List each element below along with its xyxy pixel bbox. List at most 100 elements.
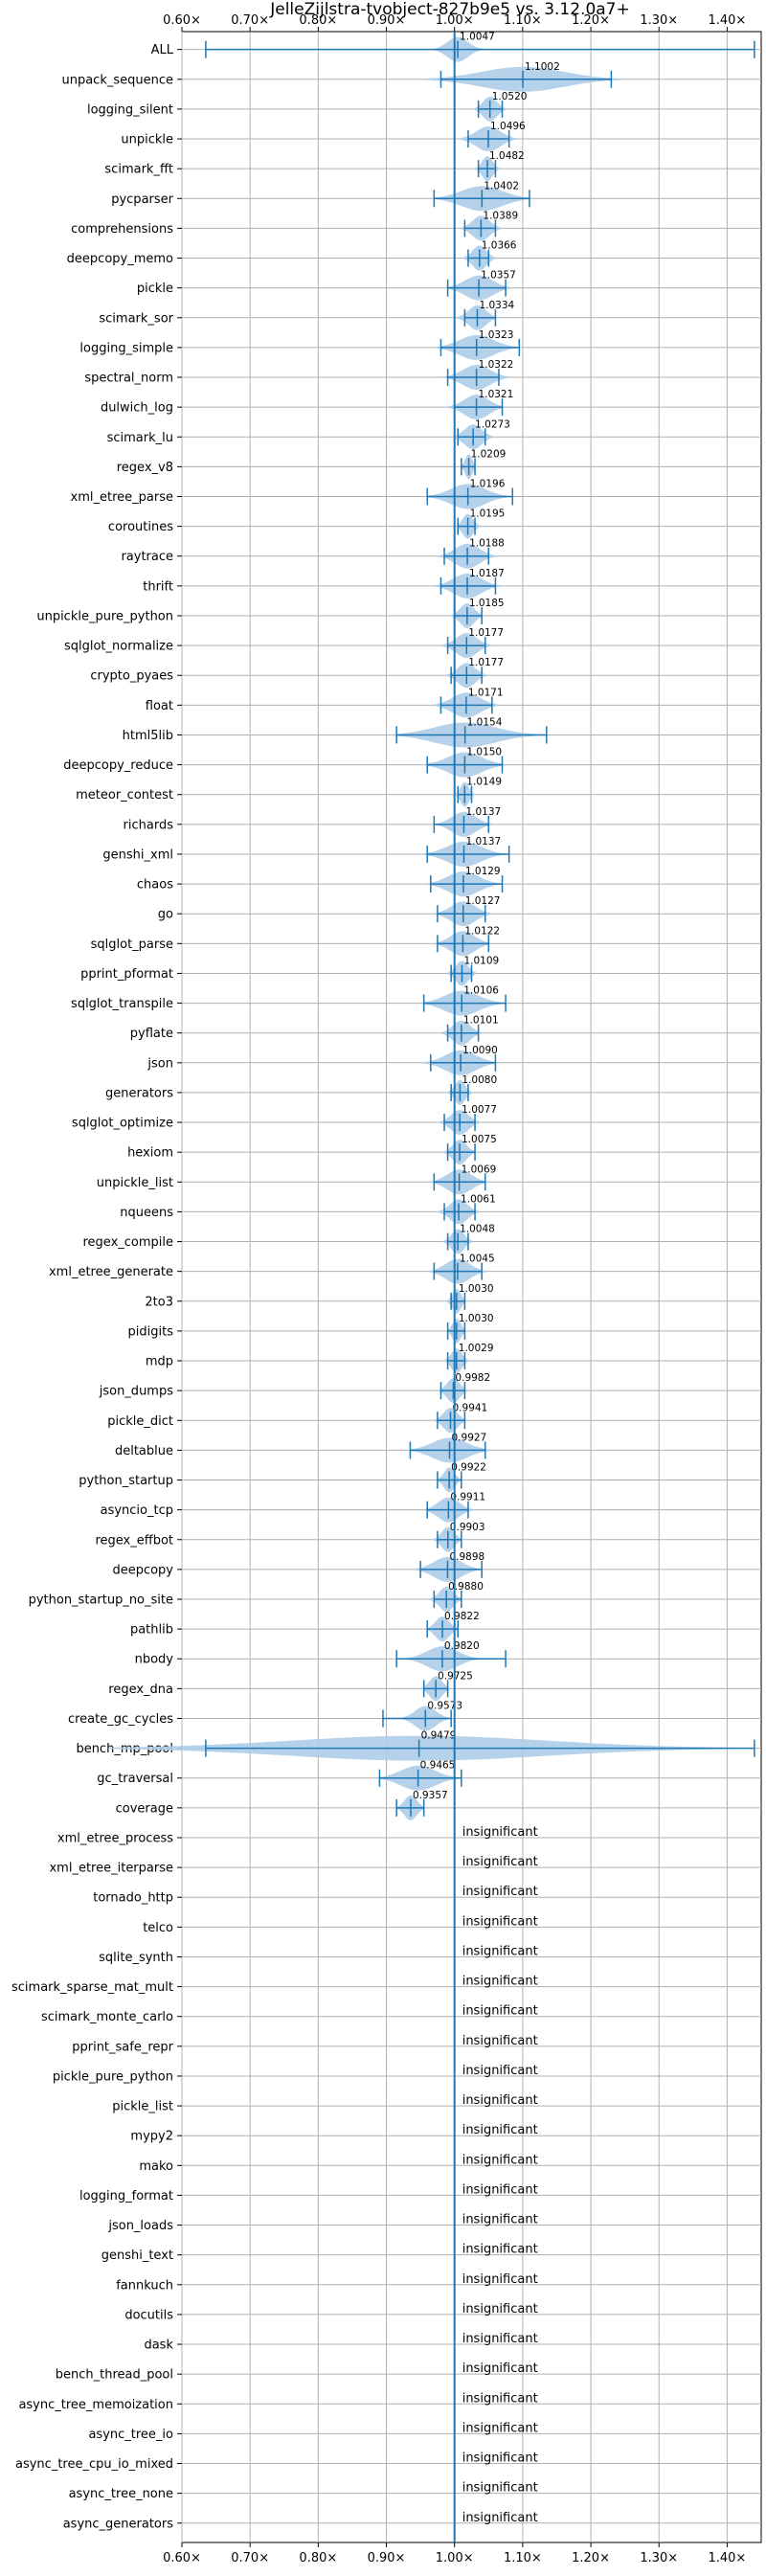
insignificant-label: insignificant: [462, 1914, 538, 1929]
median-value-label: 0.9880: [448, 1581, 484, 1593]
benchmark-label: pickle_list: [112, 2100, 173, 2114]
benchmark-label: deltablue: [115, 1444, 173, 1458]
median-value-label: 1.0366: [482, 240, 517, 252]
benchmark-label: scimark_sor: [99, 311, 173, 326]
insignificant-label: insignificant: [462, 2093, 538, 2108]
median-value-label: 1.0171: [468, 687, 504, 698]
insignificant-label: insignificant: [462, 2332, 538, 2346]
x-tick-label-top: 0.80×: [299, 13, 337, 28]
benchmark-label: xml_etree_process: [57, 1831, 173, 1845]
benchmark-label: bench_thread_pool: [56, 2368, 173, 2383]
insignificant-label: insignificant: [462, 1825, 538, 1840]
median-value-label: 1.0273: [475, 418, 510, 430]
benchmark-label: dulwich_log: [101, 401, 173, 416]
median-value-label: 1.0321: [479, 389, 514, 400]
benchmark-label: nqueens: [120, 1206, 173, 1220]
benchmark-label: float: [146, 699, 173, 713]
benchmark-label: unpickle: [121, 133, 173, 147]
insignificant-label: insignificant: [462, 2123, 538, 2137]
insignificant-label: insignificant: [462, 2153, 538, 2167]
insignificant-label: insignificant: [462, 2182, 538, 2197]
benchmark-label: xml_etree_iterparse: [49, 1862, 173, 1876]
benchmark-label: richards: [124, 818, 174, 832]
median-value-label: 1.0122: [464, 925, 500, 937]
x-tick-label-top: 1.10×: [504, 13, 542, 28]
x-tick-label-top: 1.40×: [708, 13, 746, 28]
benchmark-label: pickle_dict: [107, 1414, 173, 1429]
benchmark-label: sqlglot_transpile: [71, 997, 173, 1011]
x-tick-label-bottom: 0.80×: [299, 2551, 337, 2565]
median-value-label: 1.0334: [479, 300, 514, 311]
x-tick-label-bottom: 1.40×: [708, 2551, 746, 2565]
benchmark-label: async_tree_none: [69, 2487, 173, 2501]
median-value-label: 0.9927: [452, 1432, 487, 1443]
median-value-label: 1.0322: [479, 359, 514, 371]
benchmark-label: tornado_http: [93, 1891, 173, 1906]
benchmark-label: pyflate: [130, 1027, 173, 1041]
x-tick-label-top: 0.60×: [163, 13, 201, 28]
x-tick-label-bottom: 1.20×: [572, 2551, 610, 2565]
benchmark-label: dask: [144, 2339, 173, 2353]
median-value-label: 1.0129: [465, 866, 501, 877]
insignificant-label: insignificant: [462, 2272, 538, 2287]
benchmark-label: unpickle_list: [97, 1176, 173, 1190]
benchmark-label: json_dumps: [99, 1385, 173, 1399]
benchmark-label: docutils: [124, 2308, 173, 2322]
benchmark-label: coroutines: [108, 520, 173, 534]
x-tick-label-bottom: 1.10×: [504, 2551, 542, 2565]
median-value-label: 1.0045: [460, 1254, 495, 1265]
median-value-label: 1.0061: [461, 1193, 496, 1205]
median-value-label: 1.0137: [465, 806, 501, 818]
benchmark-label: coverage: [116, 1801, 173, 1816]
benchmark-label: scimark_fft: [104, 163, 173, 177]
benchmark-label: logging_simple: [79, 341, 173, 355]
median-value-label: 1.0077: [462, 1104, 497, 1116]
median-value-label: 1.0209: [471, 448, 507, 460]
insignificant-label: insignificant: [462, 2302, 538, 2316]
benchmark-label: xml_etree_generate: [49, 1265, 173, 1279]
median-value-label: 1.0127: [465, 895, 501, 907]
median-value-label: 1.0080: [462, 1074, 497, 1086]
median-value-label: 1.0323: [479, 329, 514, 341]
median-value-label: 0.9573: [427, 1700, 462, 1711]
median-value-label: 0.9479: [421, 1730, 457, 1742]
benchmark-label: chaos: [137, 878, 173, 893]
benchmark-label: meteor_contest: [76, 788, 173, 802]
benchmark-label: python_startup_no_site: [29, 1593, 173, 1607]
insignificant-label: insignificant: [462, 1885, 538, 1899]
median-value-label: 0.9903: [450, 1522, 485, 1533]
benchmark-label: pprint_safe_repr: [72, 2040, 173, 2054]
benchmark-label: fannkuch: [116, 2278, 173, 2293]
benchmark-label: 2to3: [145, 1295, 173, 1309]
benchmark-label: async_tree_io: [88, 2428, 173, 2442]
benchmark-label: deepcopy_memo: [67, 252, 173, 266]
x-tick-label-top: 0.70×: [231, 13, 269, 28]
benchmark-label: pycparser: [111, 192, 173, 207]
benchmark-label: sqlglot_optimize: [72, 1117, 173, 1131]
benchmark-label: genshi_xml: [102, 847, 173, 862]
benchmark-label: json_loads: [107, 2219, 173, 2233]
median-value-label: 1.0520: [492, 91, 528, 102]
benchmark-label: comprehensions: [71, 222, 173, 237]
median-value-label: 1.0154: [467, 716, 503, 728]
benchmark-label: logging_silent: [87, 102, 173, 117]
insignificant-label: insignificant: [462, 2034, 538, 2048]
median-value-label: 0.9922: [451, 1462, 486, 1474]
benchmark-label: crypto_pyaes: [90, 669, 173, 684]
insignificant-label: insignificant: [462, 2213, 538, 2227]
median-value-label: 0.9898: [449, 1551, 484, 1563]
x-tick-label-top: 0.90×: [368, 13, 406, 28]
benchmark-label: scimark_monte_carlo: [41, 2010, 173, 2024]
insignificant-label: insignificant: [462, 2391, 538, 2406]
benchmark-label: scimark_sparse_mat_mult: [11, 1980, 173, 1995]
median-value-label: 1.0030: [459, 1313, 494, 1324]
chart-title: JelleZijlstra-tvobject-827b9e5 vs. 3.12.…: [269, 0, 630, 19]
x-tick-label-top: 1.00×: [436, 13, 474, 28]
insignificant-label: insignificant: [462, 2511, 538, 2525]
benchmark-label: async_generators: [63, 2517, 174, 2531]
insignificant-label: insignificant: [462, 2064, 538, 2078]
median-value-label: 1.0069: [462, 1164, 497, 1175]
benchmark-label: thrift: [143, 579, 173, 594]
